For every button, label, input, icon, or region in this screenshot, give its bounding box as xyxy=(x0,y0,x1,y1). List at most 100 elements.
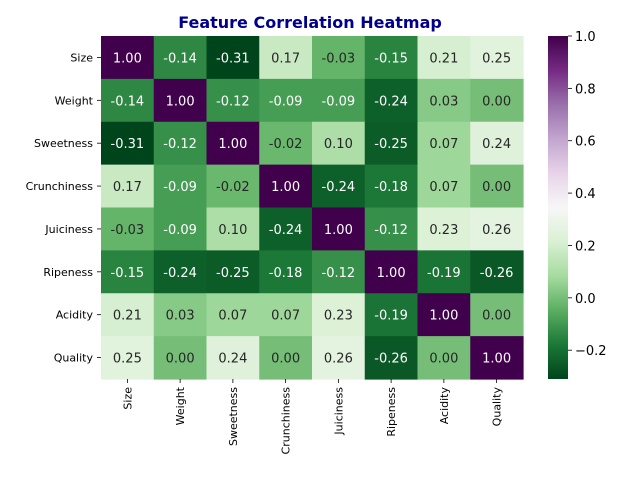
heatmap-cell xyxy=(101,250,155,294)
cell-value-label: 0.10 xyxy=(324,137,353,152)
x-tick-label: Crunchiness xyxy=(280,387,293,455)
heatmap-cell xyxy=(470,164,524,209)
heatmap-cell xyxy=(470,336,524,380)
colorbar xyxy=(548,36,568,379)
heatmap-cell xyxy=(259,293,313,337)
y-axis-ticks: Size Weight Sweetness Crunchiness Juiciness R… xyxy=(26,51,101,365)
heatmap-cell xyxy=(153,121,208,166)
y-tick-label: Quality xyxy=(54,352,94,365)
heatmap-cell xyxy=(206,336,260,380)
heatmap-cell xyxy=(153,293,208,337)
colorbar-tick-label: −0.2 xyxy=(575,344,607,359)
heatmap-cell xyxy=(206,121,260,166)
heatmap-cell xyxy=(470,36,524,80)
x-tick-label: Ripeness xyxy=(385,387,398,437)
cell-value-label: 0.03 xyxy=(429,94,458,109)
cell-value-label: 0.25 xyxy=(482,51,511,66)
cell-value-label: 0.26 xyxy=(482,223,511,238)
x-tick-label: Juiciness xyxy=(332,387,345,436)
heatmap-cell xyxy=(417,164,471,209)
cell-value-label: -0.19 xyxy=(427,266,461,281)
heatmap-cell xyxy=(259,164,313,209)
y-tick-label: Acidity xyxy=(56,309,94,322)
cell-value-label: -0.24 xyxy=(163,266,197,281)
cell-value-label: 0.26 xyxy=(324,352,353,367)
heatmap-cell xyxy=(417,36,471,80)
cell-value-label: 0.00 xyxy=(482,180,511,195)
y-tick-label: Juiciness xyxy=(44,223,93,236)
cell-value-label: -0.14 xyxy=(111,94,145,109)
cell-value-label: -0.24 xyxy=(269,223,303,238)
heatmap-cell xyxy=(259,250,313,294)
cell-value-label: -0.03 xyxy=(111,223,145,238)
heatmap-cell xyxy=(312,121,366,166)
heatmap-cell xyxy=(101,293,155,337)
heatmap-cell xyxy=(206,164,260,209)
cell-value-label: 0.00 xyxy=(271,352,300,367)
cell-value-label: 0.07 xyxy=(429,180,458,195)
heatmap-cell xyxy=(206,78,260,123)
cell-value-label: 0.07 xyxy=(218,309,247,324)
heatmap-cell xyxy=(417,293,471,337)
heatmap-cell xyxy=(101,78,155,123)
heatmap-cell xyxy=(259,121,313,166)
colorbar-tick-label: 0.2 xyxy=(575,239,596,254)
heatmap-cell xyxy=(101,336,155,380)
heatmap-cell xyxy=(312,250,366,294)
chart-title: Feature Correlation Heatmap xyxy=(178,13,442,32)
heatmap-cell xyxy=(153,207,208,251)
x-tick-label: Weight xyxy=(174,386,187,425)
cell-value-label: 0.25 xyxy=(113,352,142,367)
cell-value-label: 0.21 xyxy=(113,309,142,324)
heatmap-cell xyxy=(364,164,419,209)
cell-value-label: 1.00 xyxy=(113,51,142,66)
heatmap-cell xyxy=(153,164,208,209)
cell-value-label: -0.26 xyxy=(374,352,408,367)
heatmap-cell xyxy=(312,336,366,380)
cell-value-label: -0.14 xyxy=(163,51,197,66)
x-tick-label: Size xyxy=(121,387,134,410)
heatmap-cell xyxy=(312,164,366,209)
y-tick-label: Crunchiness xyxy=(26,180,94,193)
colorbar-ticks: −0.2 0.0 0.2 0.4 0.6 0.8 1.0 xyxy=(568,30,607,359)
cell-value-label: 1.00 xyxy=(429,309,458,324)
heatmap-cell xyxy=(470,250,524,294)
cell-value-label: -0.31 xyxy=(216,51,250,66)
cell-value-label: 0.17 xyxy=(113,180,142,195)
cell-value-label: -0.15 xyxy=(111,266,145,281)
x-tick-label: Acidity xyxy=(438,387,451,425)
heatmap-cell xyxy=(364,78,419,123)
heatmap-cell xyxy=(153,336,208,380)
heatmap-cell xyxy=(153,250,208,294)
heatmap-cell xyxy=(101,36,155,80)
cell-value-label: -0.25 xyxy=(216,266,250,281)
heatmap-cell xyxy=(206,36,260,80)
heatmap-cell xyxy=(259,78,313,123)
heatmap-cell xyxy=(206,293,260,337)
cell-value-label: -0.09 xyxy=(163,180,197,195)
cell-value-label: -0.18 xyxy=(374,180,408,195)
cell-value-label: 0.10 xyxy=(218,223,247,238)
cell-value-label: -0.12 xyxy=(163,137,197,152)
y-tick-label: Sweetness xyxy=(34,137,93,150)
cell-value-label: 0.23 xyxy=(324,309,353,324)
cell-value-label: 0.23 xyxy=(429,223,458,238)
cell-value-label: -0.26 xyxy=(480,266,514,281)
heatmap-cell xyxy=(101,164,155,209)
heatmap-cell xyxy=(470,207,524,251)
heatmap-cell xyxy=(364,336,419,380)
cell-value-label: -0.12 xyxy=(322,266,356,281)
cell-value-label: -0.02 xyxy=(269,137,303,152)
cell-value-label: -0.19 xyxy=(374,309,408,324)
cell-value-label: 0.24 xyxy=(482,137,511,152)
y-tick-label: Ripeness xyxy=(43,266,93,279)
cell-value-label: 1.00 xyxy=(271,180,300,195)
cell-value-label: 0.03 xyxy=(166,309,195,324)
cell-value-label: 0.00 xyxy=(482,94,511,109)
heatmap-cell xyxy=(364,250,419,294)
cell-value-label: -0.25 xyxy=(374,137,408,152)
heatmap-cell xyxy=(470,293,524,337)
cell-value-label: 1.00 xyxy=(218,137,247,152)
x-tick-label: Quality xyxy=(491,387,504,427)
cell-value-label: -0.18 xyxy=(269,266,303,281)
